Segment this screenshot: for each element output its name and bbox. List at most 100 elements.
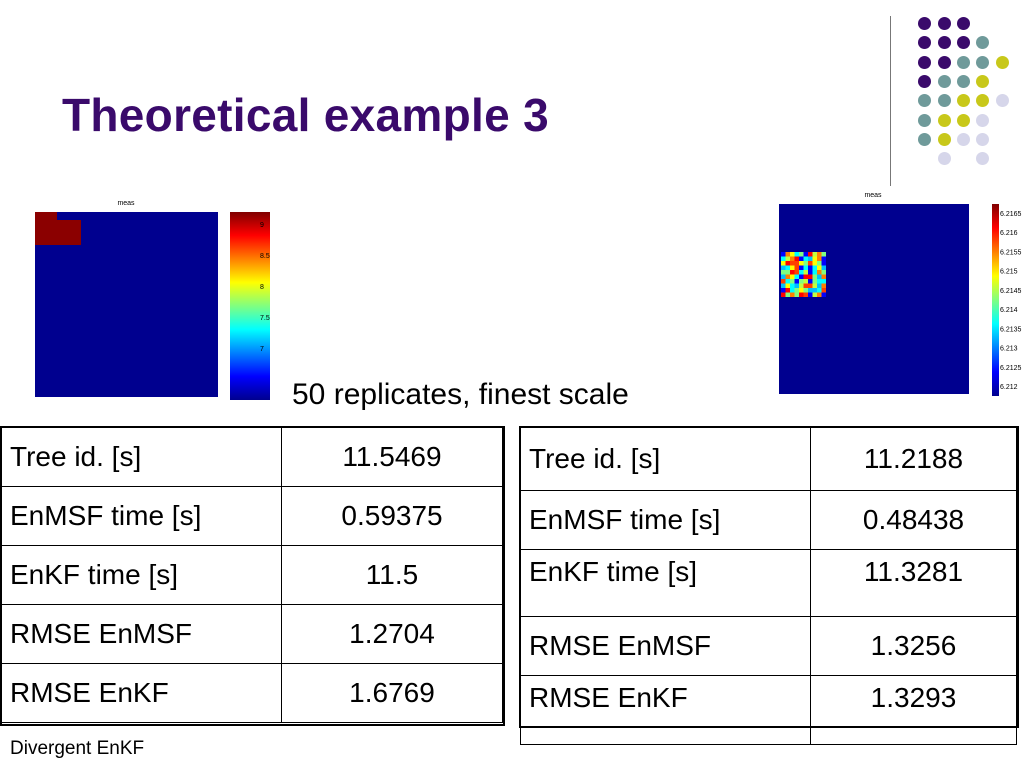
patch-cell xyxy=(808,283,813,288)
left-figure-title: meas xyxy=(117,200,135,207)
patch-cell xyxy=(794,288,799,293)
patch-cell xyxy=(790,292,795,297)
patch-cell xyxy=(812,265,817,270)
patch-cell xyxy=(799,261,804,266)
decorative-dot xyxy=(937,36,951,50)
decorative-divider-line xyxy=(890,16,891,186)
decorative-dot xyxy=(956,94,970,108)
colorbar-tick-label: 6.215 xyxy=(1000,269,1018,276)
colorbar-tick-label: 6.2145 xyxy=(1000,288,1022,295)
left-stats-table: Tree id. [s] 11.5469 EnMSF time [s] 0.59… xyxy=(1,427,503,723)
colorbar-tick-label: 7 xyxy=(260,346,264,353)
decorative-dot xyxy=(937,55,951,69)
patch-cell xyxy=(812,256,817,261)
decorative-dot xyxy=(918,94,932,108)
patch-cell xyxy=(817,279,822,284)
patch-cell xyxy=(785,261,790,266)
patch-cell xyxy=(808,265,813,270)
left-figure: meas 9 8.5 8 7.5 7 xyxy=(34,200,274,400)
decorative-dot xyxy=(937,94,951,108)
table-row: Tree id. [s] 11.5469 xyxy=(1,427,503,487)
row-value: 0.48438 xyxy=(810,490,1017,550)
row-label: Tree id. [s] xyxy=(520,427,811,491)
decorative-dot xyxy=(937,113,951,127)
row-label: Tree id. [s] xyxy=(1,427,282,487)
patch-cell xyxy=(799,288,804,293)
patch-cell xyxy=(785,270,790,275)
row-value: 1.3293 xyxy=(810,675,1017,745)
decorative-dot xyxy=(956,113,970,127)
row-label: RMSE EnKF xyxy=(520,675,811,745)
decorative-dot xyxy=(918,55,932,69)
patch-cell xyxy=(817,261,822,266)
patch-cell xyxy=(803,252,808,257)
patch-cell xyxy=(821,270,826,275)
row-value: 11.2188 xyxy=(810,427,1017,491)
decorative-dot xyxy=(918,74,932,88)
patch-cell xyxy=(799,256,804,261)
decorative-dot xyxy=(956,36,970,50)
decorative-dot xyxy=(918,113,932,127)
patch-cell xyxy=(808,261,813,266)
decorative-dot xyxy=(976,74,990,88)
patch-cell xyxy=(803,279,808,284)
row-value: 1.2704 xyxy=(281,604,503,664)
patch-cell xyxy=(808,256,813,261)
patch-cell xyxy=(785,279,790,284)
patch-cell xyxy=(812,252,817,257)
row-value: 11.5469 xyxy=(281,427,503,487)
patch-cell xyxy=(817,270,822,275)
patch-cell xyxy=(812,279,817,284)
patch-cell xyxy=(803,256,808,261)
decorative-dot xyxy=(937,17,951,30)
patch-cell xyxy=(803,270,808,275)
patch-cell xyxy=(781,261,786,266)
patch-cell xyxy=(790,274,795,279)
patch-cell xyxy=(790,256,795,261)
patch-cell xyxy=(781,288,786,293)
decorative-dot xyxy=(956,55,970,69)
patch-cell xyxy=(785,252,790,257)
colorbar-tick-label: 6.213 xyxy=(1000,346,1018,353)
patch-cell xyxy=(817,288,822,293)
patch-cell xyxy=(821,265,826,270)
patch-cell xyxy=(821,256,826,261)
table-row: RMSE EnKF 1.6769 xyxy=(1,663,503,723)
left-patch-main xyxy=(35,220,81,245)
colorbar-tick-label: 6.2165 xyxy=(1000,211,1022,218)
patch-cell xyxy=(803,265,808,270)
colorbar-tick-label: 6.216 xyxy=(1000,230,1018,237)
table-row: EnMSF time [s] 0.59375 xyxy=(1,486,503,546)
patch-cell xyxy=(803,261,808,266)
patch-cell xyxy=(794,252,799,257)
colorbar-tick-label: 8.5 xyxy=(260,253,270,260)
row-value: 1.6769 xyxy=(281,663,503,723)
patch-cell xyxy=(790,283,795,288)
row-label: EnMSF time [s] xyxy=(520,490,811,550)
table-row: RMSE EnMSF 1.2704 xyxy=(1,604,503,664)
right-random-patch xyxy=(781,252,826,297)
patch-cell xyxy=(785,265,790,270)
row-label: RMSE EnKF xyxy=(1,663,282,723)
colorbar-tick-label: 6.214 xyxy=(1000,307,1018,314)
patch-cell xyxy=(817,265,822,270)
patch-cell xyxy=(799,252,804,257)
left-colorbar xyxy=(230,212,270,400)
left-heatmap-plot: 9 8.5 8 7.5 7 xyxy=(35,212,270,400)
decorative-dot xyxy=(995,94,1009,108)
table-row: Tree id. [s] 11.2188 xyxy=(520,427,1017,491)
patch-cell xyxy=(812,274,817,279)
decorative-dot xyxy=(937,152,951,166)
decorative-dot xyxy=(976,36,990,50)
patch-cell xyxy=(808,270,813,275)
patch-cell xyxy=(794,279,799,284)
colorbar-tick-label: 8 xyxy=(260,284,264,291)
right-field-background xyxy=(779,204,969,394)
patch-cell xyxy=(817,252,822,257)
decorative-dot xyxy=(937,132,951,146)
patch-cell xyxy=(781,265,786,270)
patch-cell xyxy=(803,274,808,279)
patch-cell xyxy=(821,292,826,297)
patch-cell xyxy=(790,279,795,284)
colorbar-tick-label: 6.2125 xyxy=(1000,365,1022,372)
